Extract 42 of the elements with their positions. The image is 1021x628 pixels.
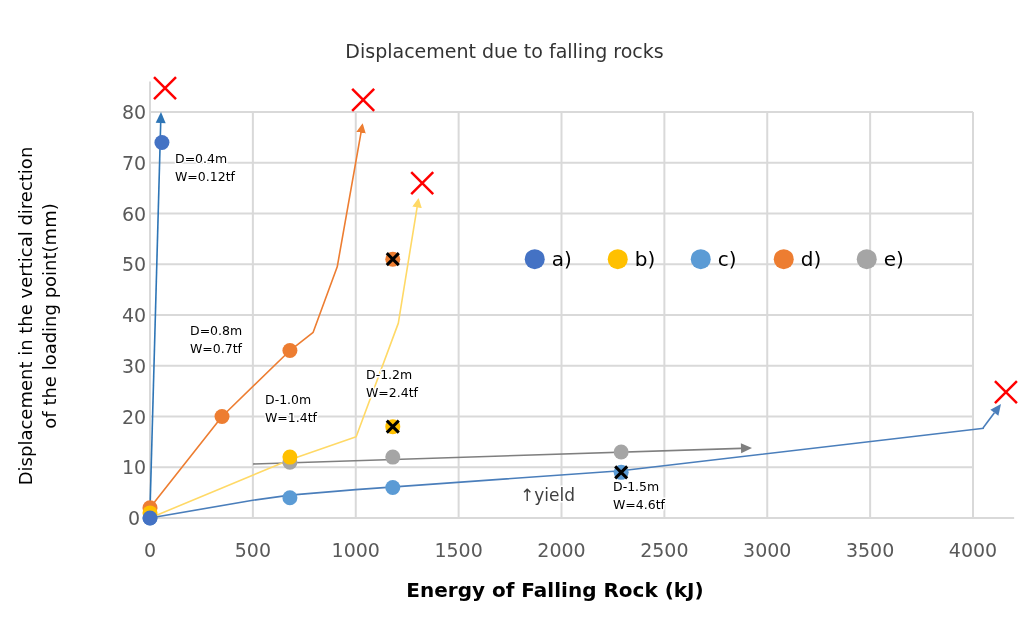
legend-label: d) [800,247,822,272]
point [154,134,170,150]
legend-label: e) [883,247,904,272]
y-tick-label: 60 [121,202,147,225]
annotation: D-1.5m W=4.6tf [613,479,666,512]
x-tick-label: 1000 [331,539,380,561]
y-tick-label: 0 [127,507,141,529]
point [385,480,401,496]
x-tick-label: 500 [234,539,272,561]
annotation: ↑yield [520,485,576,505]
y-axis-title: Displacement in the vertical direction of the loading point(mm) [15,146,60,486]
y-tick-label: 40 [121,304,147,326]
legend-label: b) [634,247,656,272]
x-tick-label: 2500 [640,539,689,561]
point [350,87,376,113]
y-tick-label: 20 [121,405,147,428]
point [282,490,298,506]
x-tick-label: 2000 [537,539,586,561]
point [409,170,435,196]
x-tick-label: 3000 [743,539,792,561]
point [214,409,230,424]
point [385,449,401,465]
point [613,444,629,460]
x-tick-label: 4000 [948,539,998,561]
y-tick-label: 80 [121,101,147,123]
y-tick-label: 50 [121,253,147,276]
x-tick-label: 1500 [434,539,483,561]
y-tick-label: 10 [121,456,147,479]
annotation: D=0.4m W=0.12tf [175,151,236,184]
annotation: D-1.0m W=1.4tf [265,392,318,425]
legend-label: a) [551,247,572,272]
point [282,343,298,359]
annotation: D=0.8m W=0.7tf [190,323,243,356]
x-axis-title: Energy of Falling Rock (kJ) [406,578,704,602]
point [282,449,298,465]
x-tick-label: 3500 [845,539,895,561]
y-tick-label: 30 [121,354,147,377]
point [993,379,1019,405]
chart-title: Displacement due to falling rocks [345,40,664,62]
y-tick-label: 70 [121,151,147,174]
point [152,75,178,101]
legend-label: c) [717,247,737,272]
